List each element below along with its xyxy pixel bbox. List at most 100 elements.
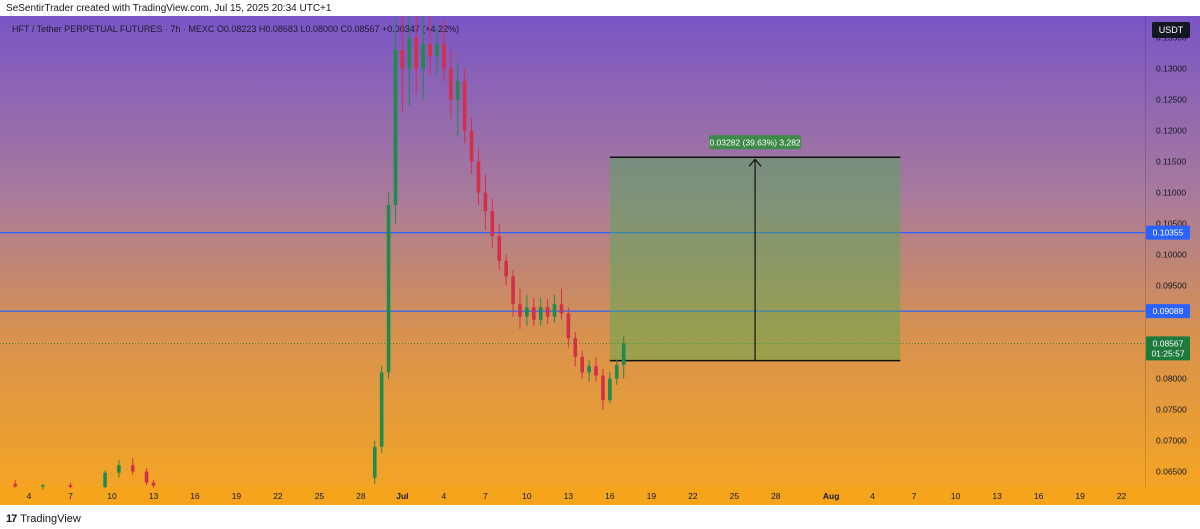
symbol-legend: HFT / Tether PERPETUAL FUTURES · 7h · ME… <box>12 24 460 34</box>
x-tick-label: Aug <box>823 491 840 501</box>
x-tick-label: 16 <box>605 491 615 501</box>
x-tick-label: 13 <box>149 491 159 501</box>
candle-body <box>435 43 439 57</box>
candle-body <box>580 356 584 373</box>
candle-body <box>559 304 564 314</box>
candle-body <box>372 446 377 478</box>
candle-body <box>68 485 73 487</box>
y-tick-label: 0.08000 <box>1156 374 1187 384</box>
x-tick-label: 16 <box>190 491 200 501</box>
x-tick-label: 28 <box>356 491 366 501</box>
x-tick-label: 25 <box>730 491 740 501</box>
x-tick-label: 7 <box>912 491 917 501</box>
candle-body <box>511 276 515 305</box>
footer: 17 TradingView <box>0 505 1200 529</box>
candle-body <box>421 43 425 69</box>
y-tick-label: 0.13500 <box>1156 33 1187 43</box>
x-tick-label: 7 <box>68 491 73 501</box>
y-tick-label: 0.06500 <box>1156 467 1187 477</box>
author-caption: SeSentirTrader created with TradingView.… <box>6 3 332 14</box>
level-price-label: 0.10355 <box>1153 228 1184 238</box>
measure-arrow-head <box>748 158 762 167</box>
candle-body <box>490 211 495 237</box>
candle-body <box>504 260 508 277</box>
measure-label: 0.03282 (39.63%) 3,282 <box>709 137 800 147</box>
y-tick-label: 0.09500 <box>1156 281 1187 291</box>
x-tick-label: 19 <box>1075 491 1085 501</box>
y-tick-label: 0.10500 <box>1156 219 1187 229</box>
candle-body <box>531 307 536 320</box>
candle-body <box>449 68 453 100</box>
candle-body <box>518 304 522 317</box>
x-tick-label: 10 <box>522 491 532 501</box>
x-tick-label: 13 <box>564 491 574 501</box>
candle-body <box>442 43 446 69</box>
candle-body <box>483 192 488 212</box>
candle-body <box>497 236 502 261</box>
candle-body <box>525 307 529 317</box>
tradingview-brand: TradingView <box>20 513 81 525</box>
last-price-tag <box>1146 336 1190 361</box>
x-tick-label: Jul <box>396 491 408 501</box>
y-tick-label: 0.13000 <box>1156 64 1187 74</box>
candle-body <box>386 205 391 373</box>
candle-body <box>428 43 432 57</box>
x-tick-label: 19 <box>232 491 242 501</box>
candle-body <box>414 37 419 69</box>
candle-body <box>601 375 605 401</box>
x-tick-label: 7 <box>483 491 488 501</box>
x-tick-label: 4 <box>870 491 875 501</box>
candle-body <box>621 343 626 365</box>
y-tick-label: 0.12000 <box>1156 126 1187 136</box>
bar-countdown-label: 01:25:57 <box>1151 348 1184 358</box>
x-tick-label: 25 <box>315 491 325 501</box>
x-tick-label: 22 <box>688 491 698 501</box>
candle-body <box>476 161 481 193</box>
candle-body <box>103 472 107 487</box>
level-price-tag <box>1146 304 1190 319</box>
x-tick-label: 16 <box>1034 491 1044 501</box>
x-tick-label: 22 <box>1117 491 1127 501</box>
x-tick-label: 10 <box>951 491 961 501</box>
candle-body <box>407 37 412 69</box>
level-price-label: 0.09088 <box>1153 306 1184 316</box>
tradingview-logo: 17 TradingView <box>6 513 81 525</box>
candle-body <box>400 50 405 69</box>
chart-header: SeSentirTrader created with TradingView.… <box>0 0 1200 16</box>
candle-body <box>608 378 612 401</box>
y-tick-label: 0.07500 <box>1156 405 1187 415</box>
x-tick-label: 4 <box>442 491 447 501</box>
candle-body <box>545 307 550 317</box>
candle-body <box>538 307 543 320</box>
x-tick-label: 22 <box>273 491 283 501</box>
candle-body <box>614 364 619 379</box>
time-axis[interactable] <box>0 487 1200 505</box>
candle-body <box>130 465 135 472</box>
candle-body <box>117 465 121 473</box>
x-tick-label: 10 <box>107 491 117 501</box>
candle-body <box>469 130 474 162</box>
candle-body <box>566 313 571 339</box>
x-tick-label: 19 <box>647 491 657 501</box>
y-tick-label: 0.11000 <box>1156 188 1186 198</box>
candle-body <box>594 366 598 376</box>
price-axis[interactable] <box>1145 16 1200 487</box>
candle-body <box>455 81 460 100</box>
candle-body <box>144 471 149 483</box>
y-tick-label: 0.11500 <box>1156 157 1186 167</box>
level-price-tag <box>1146 225 1190 240</box>
x-tick-label: 13 <box>992 491 1002 501</box>
tradingview-logo-icon: 17 <box>6 513 17 525</box>
y-tick-label: 0.07000 <box>1156 436 1187 446</box>
candle-body <box>552 304 557 317</box>
currency-badge[interactable]: USDT <box>1152 22 1190 38</box>
x-tick-label: 28 <box>771 491 781 501</box>
candle-body <box>462 81 467 131</box>
last-price-label: 0.08567 <box>1153 338 1184 348</box>
candle-body <box>151 482 156 486</box>
plot-area[interactable] <box>0 16 1145 487</box>
y-tick-label: 0.12500 <box>1156 95 1187 105</box>
candle-body <box>573 338 578 357</box>
x-tick-label: 4 <box>27 491 32 501</box>
